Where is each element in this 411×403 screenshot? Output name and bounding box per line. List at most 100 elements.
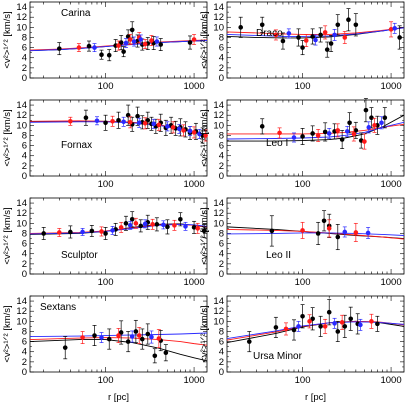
marker [163, 350, 169, 356]
data-points [259, 98, 388, 150]
marker [203, 133, 208, 138]
data-point-black [342, 314, 348, 338]
model-curves [227, 26, 404, 39]
data-point-black [348, 306, 354, 331]
data-point-black [103, 227, 108, 240]
marker [170, 125, 176, 130]
marker [106, 52, 112, 58]
data-point-black [339, 130, 345, 149]
data-point-red [322, 318, 328, 334]
data-point-blue [151, 118, 157, 129]
data-point-black [322, 122, 328, 142]
marker [332, 32, 337, 38]
marker [310, 316, 315, 322]
panel-title: Leo II [266, 250, 291, 261]
y-tick-label: 0 [219, 171, 224, 182]
y-tick-label: 2 [22, 259, 27, 270]
marker [307, 319, 312, 324]
data-point-red [339, 314, 345, 330]
data-point-blue [313, 34, 318, 46]
y-tick-label: 8 [22, 326, 27, 337]
y-tick-label: 12 [213, 306, 224, 317]
marker [315, 133, 321, 138]
marker [335, 22, 341, 28]
y-axis-label: <v²>¹ᐟ² [km/s] [199, 207, 210, 264]
marker [335, 234, 341, 240]
y-axis-label: <v²>¹ᐟ² [km/s] [2, 109, 13, 166]
data-point-black [56, 42, 62, 56]
data-point-black [106, 49, 112, 62]
data-point-black [318, 27, 323, 43]
data-point-black [318, 315, 323, 337]
data-point-red [372, 117, 377, 133]
marker [56, 46, 62, 51]
y-tick-label: 6 [219, 239, 224, 250]
data-point-red [80, 331, 85, 344]
marker [388, 27, 394, 32]
y-tick-label: 4 [219, 151, 224, 162]
y-tick-label: 4 [22, 151, 27, 162]
data-point-blue [291, 132, 297, 143]
data-point-blue [296, 320, 301, 332]
y-tick-label: 12 [16, 12, 27, 23]
y-tick-label: 10 [213, 218, 224, 229]
x-tick-label: 1000 [380, 375, 401, 386]
marker [347, 120, 352, 126]
y-tick-label: 10 [16, 218, 27, 229]
data-point-black [125, 331, 131, 353]
marker [392, 26, 398, 31]
y-tick-label: 4 [22, 53, 27, 64]
marker [375, 321, 380, 327]
marker [139, 336, 145, 342]
panel-title: Carina [61, 8, 91, 19]
y-tick-label: 10 [213, 22, 224, 33]
x-tick-label: 1000 [183, 277, 204, 288]
marker [318, 32, 323, 38]
y-tick-label: 8 [22, 32, 27, 43]
marker [103, 231, 108, 236]
data-point-blue [344, 125, 350, 137]
y-tick-label: 14 [213, 100, 224, 111]
data-point-black [315, 221, 321, 245]
data-point-red [326, 219, 332, 238]
marker [83, 115, 89, 121]
marker [136, 120, 142, 126]
data-point-red [116, 40, 121, 51]
marker [191, 37, 197, 42]
marker [187, 40, 193, 45]
data-point-black [118, 320, 124, 345]
x-tick-label: 100 [98, 375, 114, 386]
marker [369, 319, 374, 324]
marker [138, 37, 144, 42]
data-point-blue [392, 22, 398, 34]
marker [133, 329, 139, 334]
marker [151, 121, 157, 127]
marker [362, 139, 367, 144]
marker [238, 25, 244, 30]
data-point-black [347, 112, 352, 134]
data-point-black [145, 111, 151, 129]
marker [123, 221, 129, 226]
y-tick-label: 14 [213, 296, 224, 307]
data-point-black [300, 40, 305, 56]
marker [318, 324, 323, 329]
marker [76, 45, 82, 50]
data-point-red [195, 222, 201, 234]
marker [92, 45, 97, 50]
data-point-black [62, 336, 68, 360]
data-point-red [351, 126, 357, 142]
marker [165, 224, 170, 230]
x-tick-label: 100 [98, 81, 114, 92]
marker [300, 313, 305, 319]
marker [138, 223, 144, 229]
marker [353, 128, 359, 133]
marker [191, 225, 197, 230]
y-tick-label: 14 [213, 2, 224, 13]
y-tick-label: 0 [22, 171, 27, 182]
data-point-blue [110, 226, 115, 235]
data-point-red [203, 129, 208, 142]
data-point-blue [92, 43, 97, 53]
y-tick-label: 10 [213, 120, 224, 131]
